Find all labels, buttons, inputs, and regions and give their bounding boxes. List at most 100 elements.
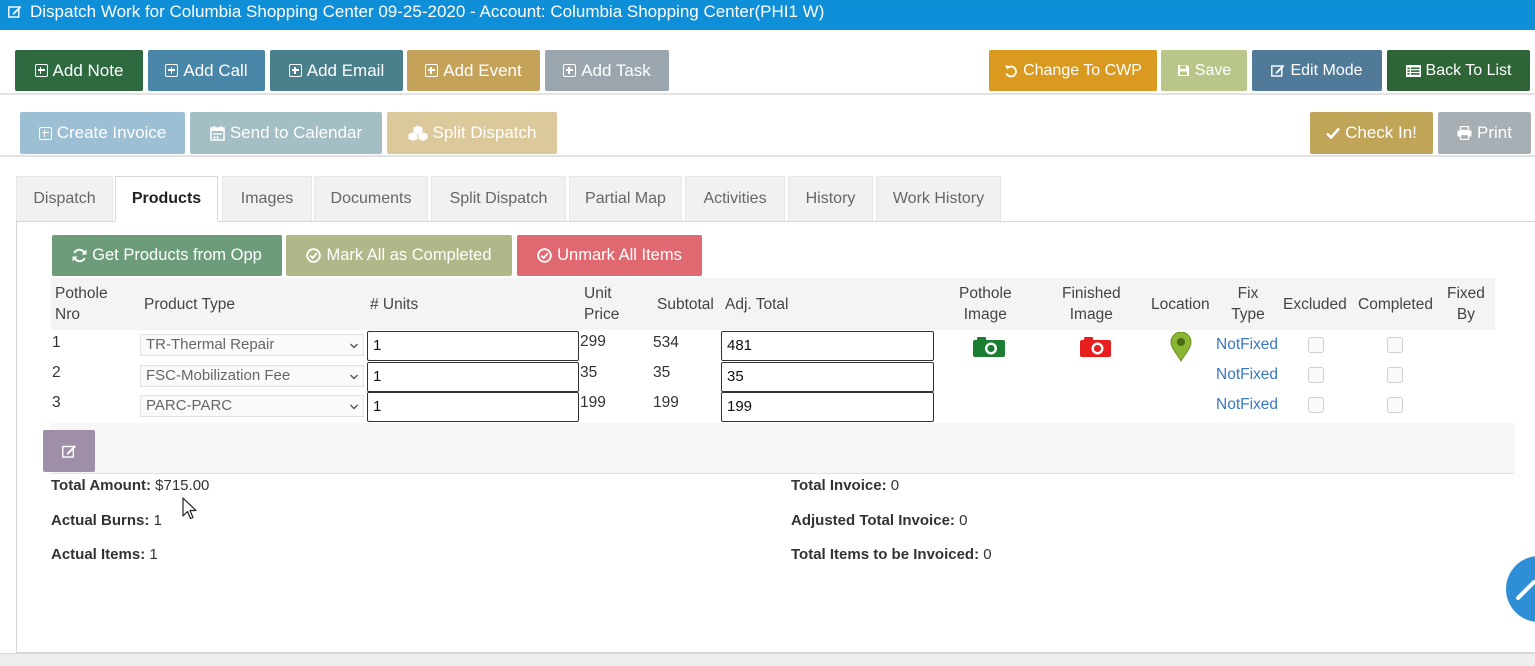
calendar-icon bbox=[210, 125, 225, 141]
column-header-pothole-image: Pothole Image bbox=[959, 285, 1012, 323]
column-header-excluded: Excluded bbox=[1283, 296, 1347, 313]
get-products-button[interactable]: Get Products from Opp bbox=[52, 235, 282, 276]
mouse-cursor-icon bbox=[182, 497, 197, 520]
actual-items: Actual Items: 1 bbox=[51, 546, 158, 563]
mark-all-completed-label: Mark All as Completed bbox=[326, 246, 492, 264]
completed-checkbox[interactable] bbox=[1387, 337, 1403, 353]
excluded-checkbox[interactable] bbox=[1308, 397, 1324, 413]
send-to-calendar-button[interactable]: Send to Calendar bbox=[190, 112, 382, 154]
table-footer-strip bbox=[51, 423, 1515, 474]
tab-dispatch[interactable]: Dispatch bbox=[16, 176, 113, 221]
table-header bbox=[51, 278, 1495, 330]
check-circle-icon bbox=[306, 248, 322, 263]
list-icon bbox=[1405, 64, 1421, 77]
excluded-checkbox[interactable] bbox=[1308, 367, 1324, 383]
fix-type-link[interactable]: NotFixed bbox=[1216, 396, 1279, 413]
fix-type-link[interactable]: NotFixed bbox=[1216, 366, 1279, 383]
chevron-down-icon bbox=[350, 374, 358, 380]
pencil-icon bbox=[1516, 580, 1535, 600]
add-call-button[interactable]: Add Call bbox=[148, 50, 265, 91]
split-dispatch-button[interactable]: Split Dispatch bbox=[387, 112, 557, 154]
camera-icon[interactable] bbox=[972, 336, 1006, 358]
chevron-down-icon bbox=[350, 404, 358, 410]
subtotal: 35 bbox=[653, 364, 671, 381]
excluded-checkbox[interactable] bbox=[1308, 337, 1324, 353]
plus-square-icon bbox=[165, 64, 179, 77]
unmark-all-button[interactable]: Unmark All Items bbox=[517, 235, 702, 276]
add-call-label: Add Call bbox=[183, 60, 248, 80]
page-footer-bar bbox=[0, 653, 1535, 666]
completed-checkbox[interactable] bbox=[1387, 397, 1403, 413]
units-input[interactable]: 1 bbox=[367, 362, 579, 392]
plus-square-icon bbox=[38, 126, 52, 140]
unmark-all-label: Unmark All Items bbox=[557, 246, 682, 264]
column-header-fixed-by: Fixed By bbox=[1447, 285, 1485, 323]
edit-mode-button[interactable]: Edit Mode bbox=[1252, 50, 1382, 91]
back-to-list-label: Back To List bbox=[1425, 61, 1512, 79]
add-task-button[interactable]: Add Task bbox=[545, 50, 669, 91]
adj-total-input[interactable]: 199 bbox=[721, 392, 934, 422]
camera-icon[interactable] bbox=[1079, 336, 1112, 358]
column-header-pothole-nro: Pothole Nro bbox=[55, 285, 108, 323]
printer-icon bbox=[1457, 126, 1472, 140]
save-button[interactable]: Save bbox=[1161, 50, 1247, 91]
units-input[interactable]: 1 bbox=[367, 392, 579, 422]
check-in-button[interactable]: Check In! bbox=[1310, 112, 1433, 154]
total-amount: Total Amount: $715.00 bbox=[51, 477, 210, 494]
edit-icon bbox=[1271, 65, 1285, 77]
refresh-icon bbox=[72, 248, 87, 263]
product-type-select[interactable]: TR-Thermal Repair bbox=[140, 334, 364, 356]
product-type-select[interactable]: FSC-Mobilization Fee bbox=[140, 365, 364, 387]
plus-square-icon bbox=[563, 64, 577, 77]
edit-mode-label: Edit Mode bbox=[1290, 61, 1363, 79]
map-marker-icon[interactable] bbox=[1170, 332, 1192, 362]
change-to-cwp-label: Change To CWP bbox=[1023, 61, 1142, 79]
adj-total-input[interactable]: 481 bbox=[721, 331, 934, 361]
tab-partial-map[interactable]: Partial Map bbox=[569, 176, 682, 221]
column-header-subtotal: Subtotal bbox=[657, 296, 714, 313]
tab-images[interactable]: Images bbox=[222, 176, 312, 221]
units-input[interactable]: 1 bbox=[367, 331, 579, 361]
column-header-product-type: Product Type bbox=[144, 296, 236, 313]
check-circle-icon bbox=[537, 248, 552, 263]
column-header-unit-price: Unit Price bbox=[584, 285, 620, 323]
add-note-button[interactable]: Add Note bbox=[15, 50, 143, 91]
tab-split-dispatch[interactable]: Split Dispatch bbox=[431, 176, 566, 221]
column-header-location: Location bbox=[1151, 296, 1210, 313]
toolbar-divider-2 bbox=[0, 155, 1535, 157]
create-invoice-label: Create Invoice bbox=[56, 123, 167, 142]
adj-total-input[interactable]: 35 bbox=[721, 362, 934, 392]
tab-history[interactable]: History bbox=[788, 176, 873, 221]
adjusted-total-invoice: Adjusted Total Invoice: 0 bbox=[791, 512, 968, 529]
plus-square-icon bbox=[34, 64, 48, 77]
column-header-adj-total: Adj. Total bbox=[725, 296, 789, 313]
product-type-select[interactable]: PARC-PARC bbox=[140, 395, 364, 417]
total-invoice: Total Invoice: 0 bbox=[791, 477, 900, 494]
chevron-down-icon bbox=[350, 343, 358, 349]
column-header-units: # Units bbox=[370, 296, 419, 313]
completed-checkbox[interactable] bbox=[1387, 367, 1403, 383]
print-button[interactable]: Print bbox=[1438, 112, 1531, 154]
plus-square-icon bbox=[288, 64, 302, 77]
mark-all-completed-button[interactable]: Mark All as Completed bbox=[286, 235, 512, 276]
add-email-label: Add Email bbox=[306, 60, 385, 80]
tab-documents[interactable]: Documents bbox=[314, 176, 428, 221]
undo-icon bbox=[1004, 65, 1017, 77]
add-email-button[interactable]: Add Email bbox=[270, 50, 403, 91]
back-to-list-button[interactable]: Back To List bbox=[1387, 50, 1530, 91]
add-event-button[interactable]: Add Event bbox=[407, 50, 540, 91]
tab-activities[interactable]: Activities bbox=[685, 176, 785, 221]
add-note-label: Add Note bbox=[52, 60, 124, 80]
fix-type-link[interactable]: NotFixed bbox=[1216, 336, 1279, 353]
row-nro: 3 bbox=[52, 394, 61, 411]
floating-edit-button[interactable] bbox=[1506, 556, 1535, 622]
tab-work-history[interactable]: Work History bbox=[876, 176, 1001, 221]
edit-button[interactable] bbox=[43, 430, 95, 472]
edit-icon bbox=[8, 6, 22, 18]
column-header-finished-image: Finished Image bbox=[1062, 285, 1121, 323]
change-to-cwp-button[interactable]: Change To CWP bbox=[989, 50, 1157, 91]
check-in-label: Check In! bbox=[1345, 123, 1417, 142]
create-invoice-button[interactable]: Create Invoice bbox=[20, 112, 185, 154]
tab-products[interactable]: Products bbox=[115, 176, 218, 222]
page-title: Dispatch Work for Columbia Shopping Cent… bbox=[30, 2, 825, 21]
